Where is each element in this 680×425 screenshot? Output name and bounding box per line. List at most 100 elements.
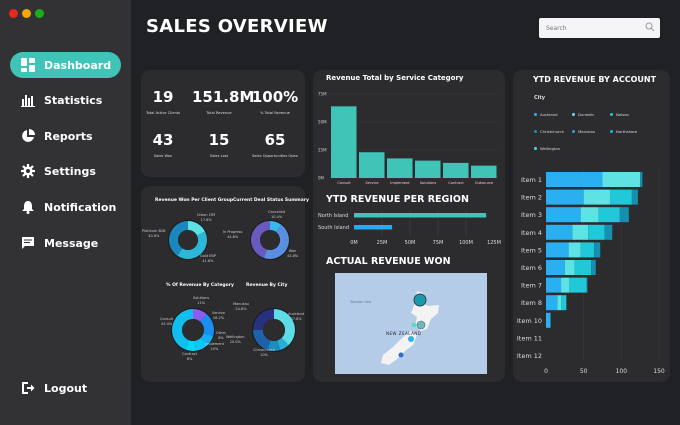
bar-segment: [546, 295, 558, 311]
donut-label: Christchurch 10%: [253, 348, 276, 357]
bar-chart-icon: [21, 95, 35, 107]
y-tick-label: Item 5: [521, 246, 542, 254]
bar-segment: [546, 277, 562, 293]
sidebar-item-label: Statistics: [44, 93, 103, 107]
sidebar-item-message[interactable]: Message: [10, 230, 121, 256]
legend-label: Wellington: [540, 146, 561, 151]
donut-slice: [253, 309, 274, 330]
bar-segment: [561, 295, 567, 311]
city-bubble[interactable]: [398, 352, 404, 358]
donut-hole: [178, 230, 198, 250]
kpi-label: Total Active Clients: [145, 111, 181, 115]
bar: [359, 152, 385, 178]
bar-segment: [588, 224, 605, 240]
bar: [331, 106, 357, 178]
sea-label: Tasman Sea: [350, 300, 371, 304]
legend-label: Auckland: [540, 112, 558, 117]
x-tick-label: 25M: [377, 240, 388, 246]
page-title: SALES OVERVIEW: [146, 16, 328, 37]
bar-segment: [640, 172, 643, 187]
donut-label: In Progress 44.8%: [223, 230, 243, 239]
legend-item[interactable]: Christchurch: [534, 129, 564, 134]
logout-button[interactable]: Logout: [10, 375, 121, 401]
chart-title: Revenue Won Per Client Group: [155, 198, 234, 203]
window-minimize-button[interactable]: [22, 9, 31, 18]
country-label: NEW ZEALAND: [386, 331, 422, 336]
donut-slice: [169, 221, 188, 256]
y-tick-label: Item 4: [521, 229, 542, 237]
sidebar-item-dashboard[interactable]: Dashboard: [10, 52, 121, 78]
kpi-value: 65: [264, 131, 286, 149]
legend-swatch: [572, 113, 575, 116]
donut-charts: [168, 220, 296, 352]
kpi-label: Sales Won: [153, 154, 173, 158]
city-bubble[interactable]: [411, 322, 417, 328]
donut-label: Won 44.8%: [287, 249, 299, 258]
bar-segment: [583, 189, 611, 205]
donut-label: Implement 10%: [205, 342, 224, 351]
legend-item[interactable]: Wellington: [534, 146, 560, 151]
x-tick-label: Consult: [337, 181, 351, 185]
x-tick-label: 150: [653, 368, 665, 375]
donut-slice: [188, 221, 205, 236]
sidebar-item-statistics[interactable]: Statistics: [10, 87, 121, 113]
y-tick-label: 0M: [318, 176, 325, 181]
city-bubble[interactable]: [416, 320, 426, 330]
chart-title: Revenue Total by Service Category: [326, 74, 464, 82]
donut-slice: [263, 224, 289, 259]
donut-slice: [177, 231, 207, 259]
donut-label: Other 8%: [216, 331, 226, 340]
window-close-button[interactable]: [9, 9, 18, 18]
bar-segment: [574, 260, 592, 275]
bar-segment: [564, 260, 575, 275]
sidebar-item-settings[interactable]: Settings: [10, 158, 121, 184]
legend-item[interactable]: Dunedin: [572, 112, 594, 117]
donut-charts-card: Revenue Won Per Client Group Current Dea…: [141, 186, 309, 382]
x-tick-label: 100: [616, 368, 628, 375]
sidebar-item-reports[interactable]: Reports: [10, 123, 121, 149]
bar-segment: [602, 172, 641, 187]
legend-item[interactable]: Manukau: [572, 129, 595, 134]
bar-segment: [619, 207, 629, 223]
donut-label: Contract 8%: [182, 352, 198, 361]
legend-item[interactable]: Northshore: [610, 129, 637, 134]
window-maximize-button[interactable]: [35, 9, 44, 18]
y-tick-label: 50M: [318, 120, 327, 125]
chart-title: % Of Revenue By Category: [166, 283, 234, 288]
y-tick-label: Item 7: [521, 282, 542, 290]
y-tick-label: Item 6: [521, 264, 542, 272]
kpi-total-active-clients: 19 Total Active Clients: [136, 88, 190, 115]
y-tick-label: North Island: [318, 213, 348, 219]
donut-label: Auckland 37.8%: [288, 312, 305, 321]
search-input[interactable]: [539, 18, 660, 38]
kpi-value: 19: [152, 88, 174, 106]
y-tick-label: Item 3: [521, 211, 542, 219]
y-tick-label: Item 8: [521, 299, 542, 307]
bar-segment: [568, 242, 581, 258]
sidebar-item-notification[interactable]: Notification: [10, 194, 121, 220]
revenue-map[interactable]: Tasman Sea NEW ZEALAND: [335, 273, 487, 374]
bar-segment: [631, 189, 638, 205]
legend-item[interactable]: Auckland: [534, 112, 558, 117]
legend-label: Northshore: [616, 129, 638, 134]
y-tick-label: Item 2: [521, 194, 542, 202]
city-bubble[interactable]: [408, 336, 414, 342]
city-bubble[interactable]: [413, 293, 427, 307]
kpi-sales-won: 43 Sales Won: [136, 131, 190, 158]
legend-swatch: [572, 130, 575, 133]
bar-segment: [580, 242, 595, 258]
donut-slice: [270, 221, 282, 233]
kpi-label: Sales Lost: [209, 154, 229, 158]
bar-segment: [604, 224, 613, 240]
legend-swatch: [610, 113, 613, 116]
y-tick-label: Item 10: [517, 317, 542, 325]
chart-title: YTD REVENUE PER REGION: [326, 194, 469, 205]
donut-slice: [200, 313, 214, 337]
chart-title: Current Deal Status Summary: [233, 198, 309, 203]
bar: [415, 160, 441, 178]
sidebar-item-label: Settings: [44, 164, 96, 178]
search-icon[interactable]: [645, 22, 655, 32]
legend-item[interactable]: Nelson: [610, 112, 629, 117]
bar: [443, 162, 469, 178]
kpi-percent-total-revenue: 100% % Total Revenue: [248, 88, 302, 115]
